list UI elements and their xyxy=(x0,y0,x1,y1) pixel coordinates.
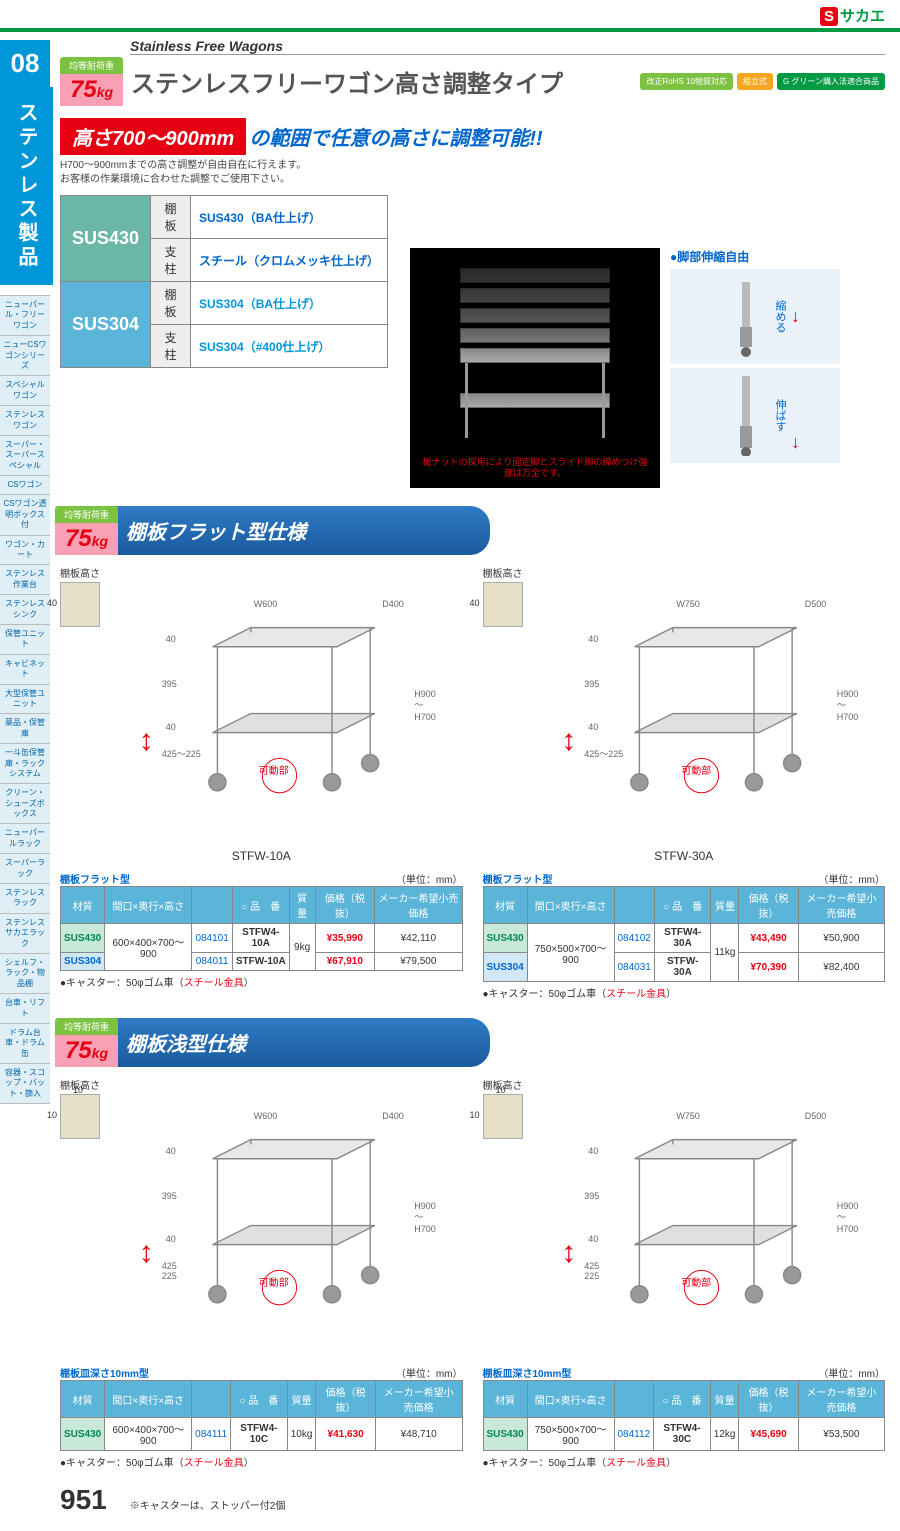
model-name: STFW-10A xyxy=(60,849,463,863)
spec-table: 材質間口×奥行×高さ○ 品 番質量価格（税抜）メーカー希望小売価格 SUS430… xyxy=(483,1380,886,1451)
spec-table: 材質間口×奥行×高さ○ 品 番質量価格（税抜）メーカー希望小売価格 SUS430… xyxy=(60,1380,463,1451)
side-menu-item[interactable]: シェルフ・ラック・物品棚 xyxy=(0,953,50,994)
side-menu-item[interactable]: ステンレス作業台 xyxy=(0,564,50,595)
caster-note: ●キャスター：50φゴム車（スチール金具） xyxy=(483,1454,886,1469)
side-menu-item[interactable]: スペシャルワゴン xyxy=(0,375,50,406)
main-title: ステンレスフリーワゴン高さ調整タイプ xyxy=(131,64,563,99)
product-diagram: 棚板高さ40 W750 D500 40 395 40 425～225 H900～… xyxy=(483,565,886,845)
product-diagram: 棚板高さ1010 W600 D400 40 395 40 425225 H900… xyxy=(60,1077,463,1357)
side-menu-item[interactable]: CSワゴン透明ボックス付 xyxy=(0,494,50,535)
spec-table: 材質間口×奥行×高さ○ 品 番質量価格（税抜）メーカー希望小売価格 SUS430… xyxy=(483,886,886,982)
side-menu-item[interactable]: ニューパールラック xyxy=(0,823,50,854)
side-menu-item[interactable]: スーパー・スーパースペシャル xyxy=(0,435,50,476)
side-menu-item[interactable]: スーパーラック xyxy=(0,853,50,884)
side-menu-item[interactable]: 保管ユニット xyxy=(0,624,50,655)
side-menu-item[interactable]: 容器・スコップ・バット・篩入 xyxy=(0,1063,50,1104)
range-highlight: 高さ700～900mm xyxy=(60,118,246,155)
side-menu-item[interactable]: ステンレスシンク xyxy=(0,594,50,625)
compliance-badges: 改正RoHS 10物質対応 組立式 G グリーン購入法適合商品 xyxy=(640,73,885,90)
side-tab: 08 ステンレス製品 ニューパール・フリーワゴンニューCSワゴンシリーズスペシャ… xyxy=(0,40,50,1103)
side-menu-item[interactable]: クリーン・シューズボックス xyxy=(0,783,50,824)
side-menu-item[interactable]: ワゴン・カート xyxy=(0,535,50,566)
side-menu-item[interactable]: CSワゴン xyxy=(0,475,50,495)
caster-note: ●キャスター：50φゴム車（スチール金具） xyxy=(60,974,463,989)
range-text: の範囲で任意の高さに調整可能!! xyxy=(249,128,542,150)
caster-note: ●キャスター：50φゴム車（スチール金具） xyxy=(60,1454,463,1469)
side-menu-item[interactable]: ステンレスサカエラック xyxy=(0,913,50,954)
side-menu-item[interactable]: ステンレスラック xyxy=(0,883,50,914)
load-badge: 均等耐荷重 75kg xyxy=(60,57,123,106)
side-menu-item[interactable]: ドラム台車・ドラム缶 xyxy=(0,1023,50,1064)
material-table: SUS430棚板SUS430（BA仕上げ）支柱スチール（クロムメッキ仕上げ）SU… xyxy=(60,195,388,368)
page-number: 951 xyxy=(60,1484,107,1515)
side-menu-item[interactable]: 大型保管ユニット xyxy=(0,684,50,715)
top-divider xyxy=(0,28,900,32)
caster-note: ●キャスター：50φゴム車（スチール金具） xyxy=(483,985,886,1000)
section-header: 均等耐荷重75kg 棚板浅型仕様 xyxy=(60,1018,490,1067)
side-menu: ニューパール・フリーワゴンニューCSワゴンシリーズスペシャルワゴンステンレスワゴ… xyxy=(0,295,50,1104)
product-diagram: 棚板高さ1010 W750 D500 40 395 40 425225 H900… xyxy=(483,1077,886,1357)
product-diagram: 棚板高さ40 W600 D400 40 395 40 425～225 H900～… xyxy=(60,565,463,845)
section-number: 08 xyxy=(0,40,50,87)
hero-images: 板ナットの採用により固定脚とスライド脚の締めつけ強度は万全です。 ●脚部伸縮自由… xyxy=(410,248,885,488)
side-menu-item[interactable]: 一斗缶保管庫・ラックシステム xyxy=(0,743,50,784)
brand-logo: Sサカエ xyxy=(820,5,885,26)
description: H700～900mmまでの高さ調整が自由自在に行えます。お客様の作業環境に合わせ… xyxy=(60,159,885,187)
side-menu-item[interactable]: ニューパール・フリーワゴン xyxy=(0,295,50,336)
section-category: ステンレス製品 xyxy=(0,87,53,285)
side-menu-item[interactable]: ステンレスワゴン xyxy=(0,405,50,436)
side-menu-item[interactable]: 台車・リフト xyxy=(0,993,50,1024)
model-name: STFW-30A xyxy=(483,849,886,863)
side-menu-item[interactable]: キャビネット xyxy=(0,654,50,685)
hero-main-image: 板ナットの採用により固定脚とスライド脚の締めつけ強度は万全です。 xyxy=(410,248,660,488)
side-menu-item[interactable]: 薬品・保管庫 xyxy=(0,713,50,744)
shrink-diagram: 縮める ↓ xyxy=(670,269,840,364)
footnote: ※キャスターは、ストッパー付2個 xyxy=(130,1497,286,1512)
spec-table: 材質間口×奥行×高さ○ 品 番質量価格（税抜）メーカー希望小売価格 SUS430… xyxy=(60,886,463,971)
extend-diagram: 伸ばす ↓ xyxy=(670,368,840,463)
section-header: 均等耐荷重75kg 棚板フラット型仕様 xyxy=(60,506,490,555)
side-menu-item[interactable]: ニューCSワゴンシリーズ xyxy=(0,335,50,376)
english-title: Stainless Free Wagons xyxy=(130,38,885,55)
